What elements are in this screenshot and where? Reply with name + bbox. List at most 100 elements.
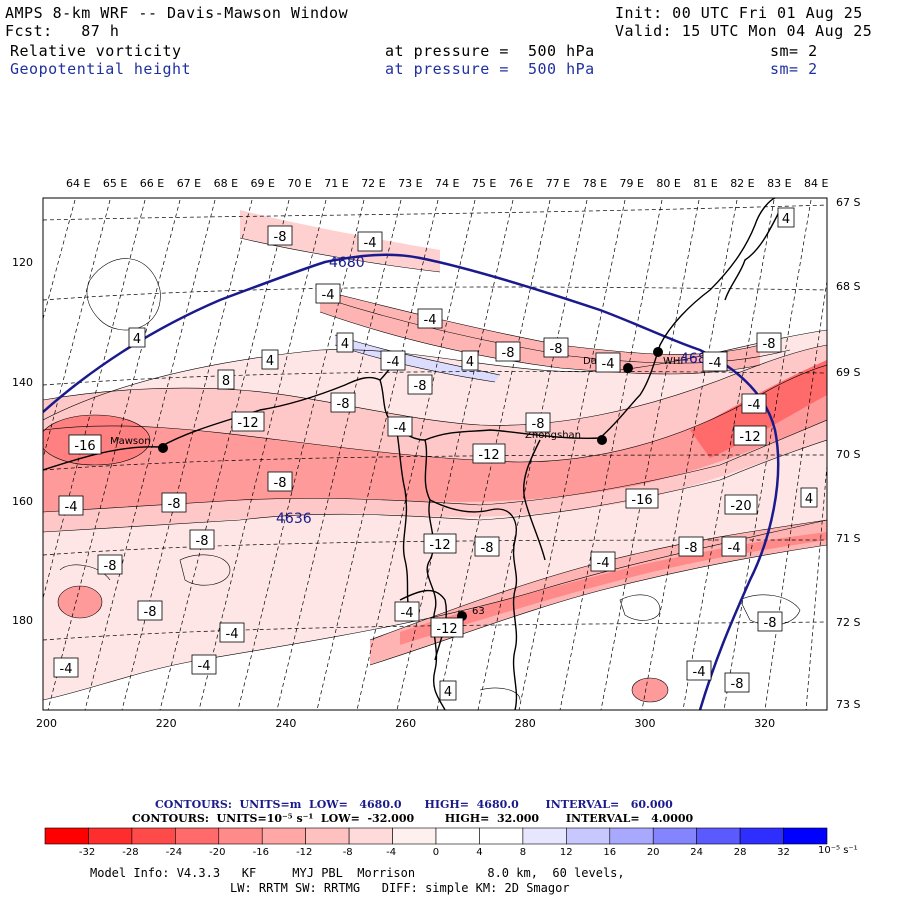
colorbar [44,827,828,845]
svg-text:-8: -8 [274,230,287,245]
vorticity-label: 8 [217,369,235,390]
vorticity-contour-info: CONTOURS: UNITS=10⁻⁵ s⁻¹ LOW= -32.000 HI… [132,812,694,825]
station-label-63: 63 [472,606,485,617]
svg-text:-16: -16 [631,493,652,508]
svg-text:-4: -4 [748,398,761,413]
lon-label: 68 E [213,177,239,190]
svg-text:-8: -8 [763,337,776,352]
svg-text:-4: -4 [394,421,407,436]
vorticity-label: -4 [417,308,443,329]
lon-label: 65 E [102,177,128,190]
geopotential-height-lines [43,253,780,710]
vorticity-label: 4 [800,487,818,508]
vorticity-label: -4 [686,660,712,681]
colorbar-swatch [435,827,480,845]
colorbar-swatch [392,827,437,845]
colorbar-tick: 8 [519,847,527,858]
svg-text:-12: -12 [739,430,760,445]
svg-text:-12: -12 [478,448,499,463]
station-zhongshan [597,435,607,445]
height-contour-info: CONTOURS: UNITS=m LOW= 4680.0 HIGH= 4680… [155,798,673,811]
svg-text:-16: -16 [74,439,95,454]
svg-text:4: 4 [466,355,474,370]
vorticity-label: -20 [724,494,758,515]
svg-text:-4: -4 [602,357,615,372]
colorbar-swatch [218,827,263,845]
vorticity-label: -4 [721,536,747,557]
colorbar-tick: -8 [342,847,353,858]
vorticity-label: -8 [525,412,551,433]
height-label-south: 4636 [276,511,312,527]
svg-text:4: 4 [805,492,813,507]
vorticity-label: -4 [191,654,217,675]
colorbar-swatch [305,827,350,845]
svg-text:-4: -4 [65,500,78,515]
x-tick-label: 260 [395,717,417,730]
vorticity-label: -4 [357,231,383,252]
field1-smoothing: sm= 2 [770,42,818,60]
vorticity-label: -4 [53,657,79,678]
vorticity-label: -12 [430,617,464,638]
lat-label: 69 S [836,366,861,379]
station-whf [653,347,663,357]
vort-positive-region [335,335,500,382]
colorbar-tick: 12 [559,847,573,858]
svg-text:4: 4 [266,354,274,369]
lon-label: 72 E [361,177,386,190]
svg-text:-4: -4 [597,556,610,571]
field2-name: Geopotential height [10,60,192,78]
height-label-west: 4680 [329,255,365,271]
map-frame [42,197,828,711]
lon-label: 67 E [176,177,202,190]
vorticity-label: 4 [439,680,457,701]
svg-text:-4: -4 [226,627,239,642]
vorticity-label: -4 [387,416,413,437]
colorbar-tick: 28 [733,847,747,858]
lon-label: 73 E [398,177,423,190]
field2-level: at pressure = 500 hPa [385,60,595,78]
x-tick-label: 320 [754,717,776,730]
colorbar-swatch [44,827,89,845]
svg-text:-8: -8 [550,342,563,357]
colorbar-swatch [522,827,567,845]
lat-label: 73 S [836,698,861,711]
station-mawson [158,443,168,453]
vort-core-south [632,678,668,702]
vorticity-label: -8 [724,672,750,693]
lon-label: 82 E [730,177,755,190]
svg-text:4: 4 [782,212,790,227]
svg-text:8: 8 [222,374,230,389]
vorticity-label: -8 [474,536,500,557]
lat-label: 70 S [836,448,861,461]
lon-label: 81 E [693,177,718,190]
colorbar-tick: 0 [432,847,440,858]
init-time: Init: 00 UTC Fri 01 Aug 25 [615,4,863,22]
vorticity-label: -4 [741,393,767,414]
lon-label: 64 E [66,177,91,190]
colorbar-swatch [131,827,176,845]
lon-label: 71 E [324,177,349,190]
colorbar-swatch [261,827,306,845]
svg-text:-8: -8 [144,605,157,620]
svg-text:-12: -12 [436,622,457,637]
colorbar-tick: -28 [122,847,139,858]
lon-label: 66 E [139,177,165,190]
svg-text:-8: -8 [274,476,287,491]
colorbar-tick: -20 [209,847,226,858]
lat-label: 71 S [836,532,861,545]
svg-text:-8: -8 [481,541,494,556]
colorbar-swatch [783,827,828,845]
vorticity-label: 4 [128,327,146,348]
vorticity-label: -8 [757,611,783,632]
vorticity-label: 4 [461,350,479,371]
lon-label: 70 E [287,177,312,190]
vorticity-label: -8 [97,554,123,575]
colorbar-tick: 32 [777,847,790,858]
x-tick-label: 240 [275,717,297,730]
vorticity-label: -8 [756,332,782,353]
svg-text:4: 4 [133,332,141,347]
lon-label: 79 E [619,177,644,190]
colorbar-tick: 16 [603,847,617,858]
lon-label: 77 E [545,177,571,190]
